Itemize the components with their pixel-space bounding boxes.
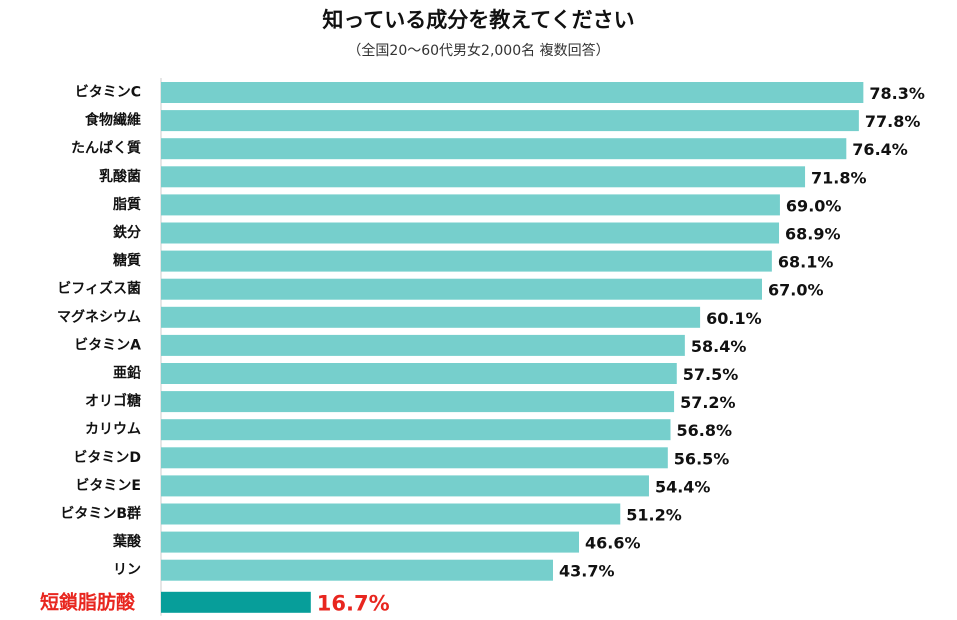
value-label: 57.2%	[680, 393, 736, 412]
category-label: ビタミンE	[75, 478, 141, 494]
category-label: ビフィズス菌	[57, 280, 141, 297]
bar	[161, 475, 649, 497]
value-label: 56.5%	[674, 449, 730, 468]
category-label: ビタミンD	[73, 450, 141, 466]
category-label: 鉄分	[113, 224, 141, 241]
bar-highlight	[161, 591, 311, 613]
value-label: 71.8%	[811, 168, 867, 187]
bar	[161, 278, 762, 300]
value-label: 68.1%	[778, 253, 834, 272]
category-label: 亜鉛	[113, 365, 141, 382]
value-label: 69.0%	[786, 196, 842, 215]
value-label: 60.1%	[706, 309, 762, 328]
bar	[161, 250, 772, 272]
value-label: 68.9%	[785, 225, 841, 244]
value-label: 56.8%	[676, 421, 732, 440]
value-label: 16.7%	[317, 591, 390, 615]
bar	[161, 531, 580, 553]
bar	[161, 363, 677, 384]
category-label: カリウム	[85, 422, 141, 438]
bar	[161, 447, 668, 469]
category-label: たんぱく質	[71, 140, 141, 157]
bar	[161, 194, 780, 216]
category-label: ビタミンC	[75, 85, 141, 101]
value-label: 78.3%	[869, 84, 925, 103]
category-label: ビタミンB群	[60, 505, 141, 522]
value-label: 46.6%	[585, 534, 641, 553]
category-label: オリゴ糖	[85, 393, 141, 410]
category-label: 糖質	[113, 252, 141, 269]
category-label: リン	[113, 562, 141, 578]
value-label: 54.4%	[655, 477, 711, 496]
chart-title: 知っている成分を教えてください	[322, 8, 635, 32]
bar	[161, 306, 701, 328]
category-label: ビタミンA	[74, 337, 141, 353]
bar	[161, 559, 553, 581]
bar	[161, 334, 685, 356]
category-label: 食物繊維	[85, 112, 141, 129]
value-label: 43.7%	[559, 562, 615, 581]
value-label: 58.4%	[691, 337, 747, 356]
value-label: 77.8%	[865, 112, 921, 131]
category-label: 乳酸菌	[99, 168, 141, 185]
value-label: 67.0%	[768, 281, 824, 300]
bar	[161, 419, 671, 441]
value-label: 51.2%	[626, 506, 682, 525]
category-label: 短鎖脂肪酸	[40, 590, 136, 613]
category-label: 葉酸	[112, 533, 142, 550]
bar	[161, 138, 847, 160]
category-label: 脂質	[112, 196, 141, 213]
bar	[161, 110, 859, 132]
bar	[161, 222, 780, 244]
bar	[161, 391, 675, 413]
bar	[161, 166, 806, 188]
value-label: 76.4%	[852, 140, 908, 159]
value-label: 57.5%	[683, 365, 739, 384]
category-label: マグネシウム	[57, 308, 141, 325]
chart-subtitle: （全国20～60代男女2,000名 複数回答）	[347, 43, 610, 59]
bar	[161, 82, 864, 103]
bar	[161, 503, 621, 525]
